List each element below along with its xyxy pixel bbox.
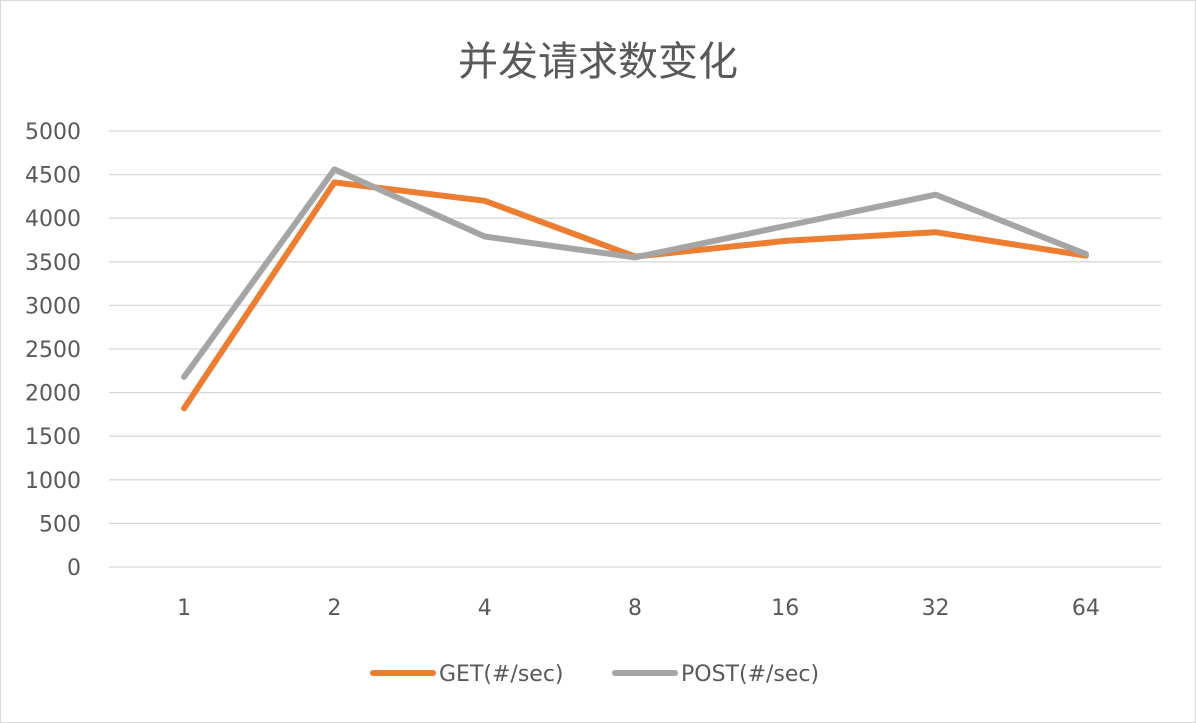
x-tick-label: 2 [327, 596, 341, 621]
x-tick-label: 4 [478, 596, 492, 621]
x-tick-label: 8 [628, 596, 642, 621]
y-tick-label: 2000 [25, 382, 81, 407]
y-tick-label: 500 [39, 512, 81, 537]
y-axis-ticks: 0 500 1000 1500 2000 2500 3000 3500 4000 4500 5000 [25, 120, 81, 581]
x-axis-ticks: 1 2 4 8 16 32 64 [177, 596, 1100, 621]
legend-label: GET(#/sec) [439, 662, 564, 687]
chart-title: 并发请求数变化 [458, 39, 738, 85]
y-tick-label: 3500 [25, 251, 81, 276]
series-line-get [181, 179, 1089, 412]
legend: GET(#/sec) POST(#/sec) [370, 662, 819, 687]
legend-label: POST(#/sec) [681, 662, 819, 687]
x-tick-label: 16 [771, 596, 799, 621]
gridlines [109, 130, 1161, 568]
y-tick-label: 4000 [25, 207, 81, 232]
x-tick-label: 32 [922, 596, 950, 621]
x-tick-label: 1 [177, 596, 191, 621]
y-tick-label: 1000 [25, 469, 81, 494]
y-tick-label: 4500 [25, 164, 81, 189]
y-tick-label: 3000 [25, 294, 81, 319]
y-tick-label: 1500 [25, 425, 81, 450]
y-tick-label: 2500 [25, 338, 81, 363]
y-tick-label: 5000 [25, 120, 81, 145]
series-lines [181, 166, 1089, 412]
series-line-post [181, 166, 1089, 380]
y-tick-label: 0 [67, 556, 81, 581]
x-tick-label: 64 [1072, 596, 1100, 621]
